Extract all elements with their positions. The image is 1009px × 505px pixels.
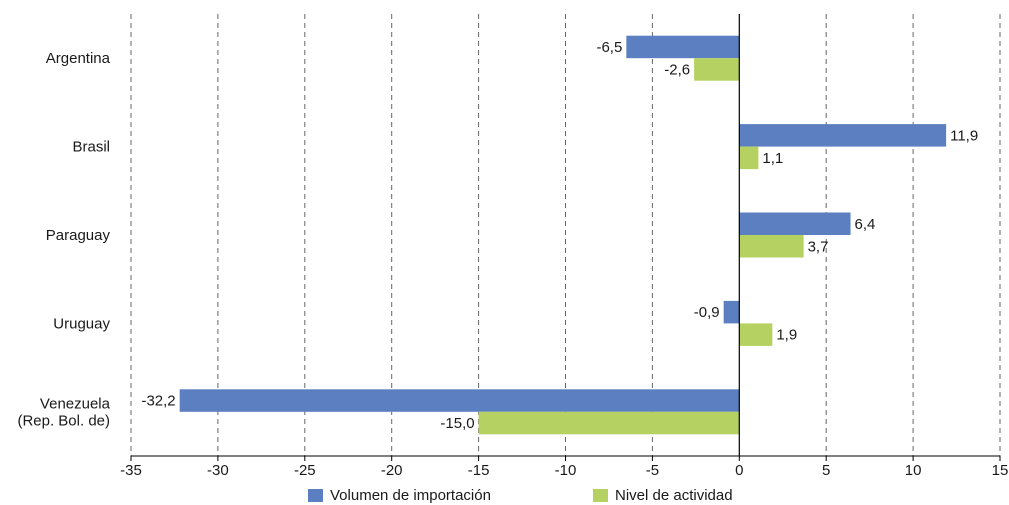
bar	[694, 58, 740, 81]
labels: -6,5 -2,6 Argentina 11,9 1,1 Brasil 6,4 3,7 Para…	[17, 39, 1008, 479]
axes	[130, 14, 1001, 461]
bar	[739, 146, 759, 170]
bar	[739, 323, 773, 346]
data-label: 6,4	[855, 216, 876, 233]
category-label: (Rep. Bol. de)	[17, 412, 110, 429]
legend: Volumen de importación Nivel de actividad	[308, 487, 733, 504]
bar	[723, 300, 740, 324]
bar	[478, 411, 740, 435]
data-label: 11,9	[950, 127, 978, 144]
bars	[179, 35, 947, 435]
category-label: Brasil	[72, 139, 110, 156]
bar	[626, 35, 740, 59]
x-tick-label: -25	[294, 462, 316, 479]
category-label: Paraguay	[46, 227, 111, 244]
data-label: -2,6	[664, 61, 690, 78]
x-tick-label: -15	[468, 462, 490, 479]
category-label: Argentina	[46, 50, 111, 67]
legend-label: Nivel de actividad	[615, 487, 733, 504]
data-label: 1,1	[762, 150, 783, 167]
bar	[179, 389, 740, 412]
x-tick-label: 5	[822, 462, 830, 479]
legend-swatch	[593, 489, 608, 502]
x-tick-label: 10	[905, 462, 922, 479]
data-label: -6,5	[596, 39, 622, 56]
x-tick-label: 15	[992, 462, 1009, 479]
legend-swatch	[308, 489, 323, 502]
data-label: 3,7	[808, 238, 829, 255]
data-label: -0,9	[694, 304, 720, 321]
category-label: Venezuela	[40, 395, 111, 412]
data-label: -15,0	[440, 415, 474, 432]
data-label: 1,9	[776, 327, 797, 344]
x-tick-label: -5	[646, 462, 659, 479]
bar	[739, 212, 851, 235]
bar	[739, 124, 947, 147]
x-tick-label: 0	[735, 462, 743, 479]
data-label: -32,2	[141, 393, 175, 410]
x-tick-label: -35	[120, 462, 142, 479]
bar	[739, 235, 804, 258]
legend-label: Volumen de importación	[330, 487, 491, 504]
x-tick-label: -30	[207, 462, 229, 479]
x-tick-label: -20	[381, 462, 403, 479]
category-label: Uruguay	[53, 315, 110, 332]
x-tick-label: -10	[555, 462, 577, 479]
